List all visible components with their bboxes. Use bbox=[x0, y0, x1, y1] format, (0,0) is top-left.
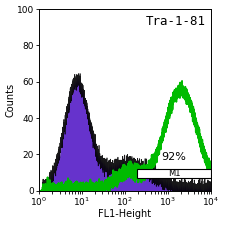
Text: Tra-1-81: Tra-1-81 bbox=[146, 14, 206, 27]
Text: M1: M1 bbox=[168, 169, 180, 178]
X-axis label: FL1-Height: FL1-Height bbox=[98, 209, 151, 219]
Y-axis label: Counts: Counts bbox=[6, 83, 16, 117]
Bar bbox=[137, 169, 211, 178]
Text: 92%: 92% bbox=[162, 152, 186, 162]
